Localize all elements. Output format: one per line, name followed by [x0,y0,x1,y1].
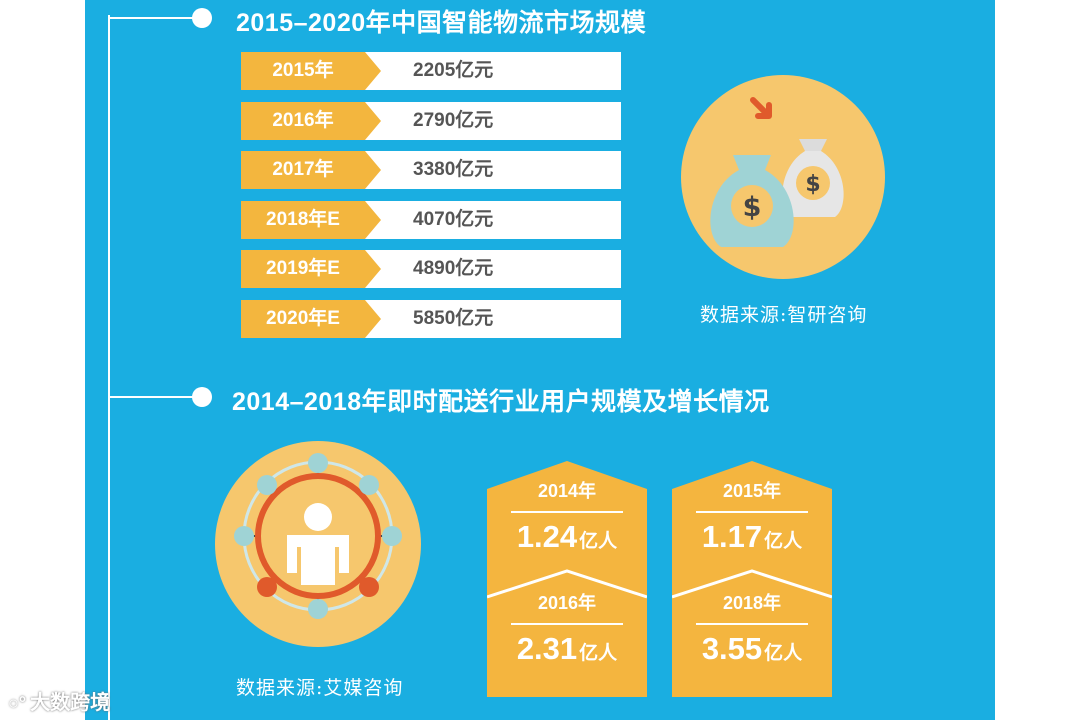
watermark-text: 大数跨境 [30,692,111,714]
year-label: 2016年 [272,110,334,131]
cell-year: 2014年 [537,481,597,501]
year-arrow [241,52,381,90]
user-cell: 2014年 1.24 亿人 [487,477,647,555]
year-arrow [241,151,381,189]
year-arrow [241,250,381,288]
section-title-market: 2015–2020年中国智能物流市场规模 [236,9,647,37]
cell-number: 2.31 [516,631,578,666]
timeline-dot-1 [192,8,212,28]
cell-unit: 亿人 [764,643,803,664]
year-arrow [241,201,381,239]
user-network-icon [215,441,421,647]
user-card: 2014年 1.24 亿人 2016年 2.31 亿人 [487,461,647,697]
value-label: 2205亿元 [413,60,494,81]
year-label: 2020年E [266,308,340,329]
card-fold [487,569,647,599]
cell-unit: 亿人 [764,531,803,552]
cell-year: 2018年 [722,593,782,613]
market-row: 2020年E 5850亿元 [241,300,621,338]
year-label: 2017年 [272,159,334,180]
user-cell: 2015年 1.17 亿人 [672,477,832,555]
market-row: 2015年 2205亿元 [241,52,621,90]
market-row: 2018年E 4070亿元 [241,201,621,239]
cell-divider [511,623,623,625]
year-label: 2015年 [272,60,334,81]
value-label: 5850亿元 [413,308,494,329]
source-market: 数据来源:智研咨询 [700,304,868,326]
logo-icon: ○° [8,693,27,713]
market-row: 2016年 2790亿元 [241,102,621,140]
cell-number: 1.24 [516,519,578,554]
cell-year: 2015年 [722,481,782,501]
market-row: 2019年E 4890亿元 [241,250,621,288]
year-arrow [241,300,381,338]
cell-divider [511,511,623,513]
year-label: 2018年E [266,209,340,230]
timeline-branch-1 [108,17,194,19]
cell-value: 2.31 亿人 [487,631,647,667]
user-cell: 2016年 2.31 亿人 [487,589,647,667]
market-row: 2017年 3380亿元 [241,151,621,189]
source-users: 数据来源:艾媒咨询 [236,677,404,699]
value-label: 3380亿元 [413,159,494,180]
cell-divider [696,511,808,513]
year-arrow [241,102,381,140]
cell-unit: 亿人 [579,643,618,664]
timeline-line [108,15,110,720]
cell-divider [696,623,808,625]
cell-number: 1.17 [701,519,763,554]
watermark: ○° 大数跨境 [8,686,110,715]
value-label: 4890亿元 [413,258,494,279]
cell-year: 2016年 [537,593,597,613]
value-label: 4070亿元 [413,209,494,230]
timeline-branch-2 [108,396,194,398]
cell-value: 1.17 亿人 [672,519,832,555]
user-cell: 2018年 3.55 亿人 [672,589,832,667]
svg-text:$: $ [805,172,820,197]
cell-value: 1.24 亿人 [487,519,647,555]
year-label: 2019年E [266,258,340,279]
section-title-users: 2014–2018年即时配送行业用户规模及增长情况 [232,388,770,416]
cell-number: 3.55 [701,631,763,666]
cell-value: 3.55 亿人 [672,631,832,667]
money-bags-icon: $ $ [681,75,885,279]
card-fold [672,569,832,599]
timeline-dot-2 [192,387,212,407]
user-card: 2015年 1.17 亿人 2018年 3.55 亿人 [672,461,832,697]
svg-text:$: $ [743,192,762,223]
value-label: 2790亿元 [413,110,494,131]
cell-unit: 亿人 [579,531,618,552]
